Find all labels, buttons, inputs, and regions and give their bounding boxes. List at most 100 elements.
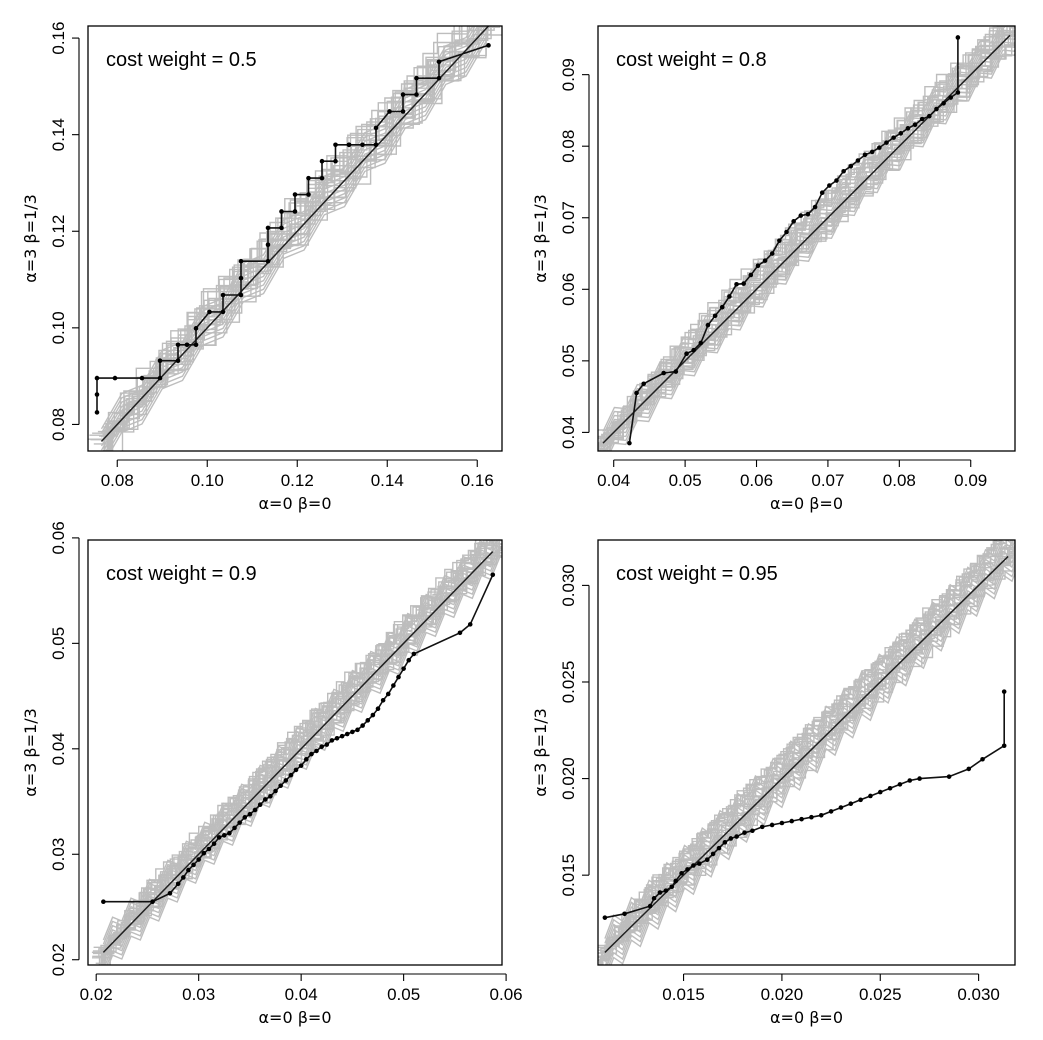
data-point: [370, 712, 376, 718]
envelope-zigzag: [100, 26, 474, 430]
data-point: [139, 375, 145, 381]
data-point: [319, 158, 325, 164]
y-tick-label: 0.10: [49, 311, 68, 344]
data-point: [862, 152, 868, 158]
data-point: [734, 834, 739, 839]
envelope-zigzag: [604, 540, 1015, 944]
envelope-zigzag: [102, 27, 487, 451]
data-point: [634, 390, 639, 396]
data-point: [101, 899, 106, 905]
x-tick-label: 0.030: [957, 985, 1000, 1004]
x-tick-label: 0.05: [387, 985, 420, 1004]
data-point: [955, 35, 961, 40]
panel-title: cost weight = 0.8: [616, 49, 767, 71]
y-axis: 0.04 0.05 0.06 0.07 0.08 0.09: [559, 58, 590, 449]
data-point: [411, 651, 417, 657]
data-point: [232, 825, 237, 831]
data-point: [789, 818, 795, 824]
data-point: [265, 225, 271, 231]
data-point: [175, 358, 181, 363]
data-point: [252, 807, 258, 813]
envelope-zigzag: [105, 32, 487, 451]
plot-frame: [597, 539, 1016, 966]
data-point: [651, 896, 657, 901]
data-point: [288, 772, 294, 778]
data-point: [303, 757, 309, 762]
y-tick-label: 0.06: [49, 521, 68, 554]
envelope-zigzag: [604, 552, 1015, 963]
data-point: [184, 342, 190, 348]
data-point: [193, 326, 199, 331]
y-tick-label: 0.05: [49, 627, 68, 660]
envelope-zigzag: [102, 540, 493, 941]
panel-title: cost weight = 0.5: [106, 49, 257, 71]
data-point: [657, 890, 663, 895]
envelope-zigzag: [110, 40, 487, 451]
data-point: [373, 142, 379, 148]
panel-title: cost weight = 0.95: [616, 563, 778, 585]
x-axis: 0.02 0.03 0.04 0.05 0.06: [80, 973, 523, 1004]
data-point: [838, 805, 844, 810]
x-axis-label: α=0 β=0: [258, 1008, 331, 1027]
data-point: [661, 370, 666, 376]
data-point: [344, 731, 350, 737]
data-point: [691, 863, 696, 868]
data-point: [238, 258, 244, 264]
data-point: [175, 342, 181, 348]
data-point: [94, 410, 100, 415]
data-point: [457, 630, 463, 636]
data-point: [669, 884, 675, 890]
y-tick-label: 0.16: [49, 22, 68, 55]
envelope-zigzag: [102, 542, 502, 965]
data-point: [769, 822, 775, 828]
data-point: [265, 258, 271, 264]
data-point: [279, 209, 284, 214]
data-point: [858, 797, 863, 803]
x-tick-label: 0.04: [285, 985, 318, 1004]
reference-line: [100, 26, 490, 442]
envelope-zigzag: [102, 540, 496, 949]
data-point: [698, 340, 704, 346]
envelope-zigzag: [609, 52, 1015, 451]
y-tick-label: 0.015: [559, 854, 578, 897]
envelope-zigzag: [602, 26, 1015, 440]
data-point: [719, 304, 725, 310]
data-point: [401, 666, 406, 671]
data-point: [150, 899, 155, 905]
data-point: [167, 890, 173, 896]
data-point: [734, 281, 739, 287]
data-point: [673, 369, 679, 374]
data-point: [400, 92, 406, 97]
plot-area: [88, 26, 502, 451]
envelope-zigzag: [107, 36, 487, 451]
data-point: [955, 90, 961, 95]
data-point: [207, 309, 212, 315]
data-point: [319, 175, 325, 181]
data-point: [759, 824, 765, 830]
data-point: [742, 830, 747, 835]
data-point: [201, 850, 207, 856]
data-point: [887, 785, 893, 791]
data-point: [907, 778, 913, 783]
panel-cost-weight-0-5: 0.08 0.10 0.12 0.14 0.16 0.08 0.10 0.12 0.14 0.16…: [21, 22, 503, 513]
envelope-zigzag: [604, 40, 1015, 451]
data-point: [905, 126, 911, 131]
plot-frame: [87, 539, 503, 966]
data-point: [186, 867, 191, 873]
data-point: [396, 674, 401, 680]
y-tick-label: 0.07: [559, 201, 578, 234]
y-axis-label: α=3 β=1/3: [531, 194, 550, 283]
data-point: [350, 729, 355, 735]
plot-frame: [87, 25, 503, 452]
data-point: [94, 392, 100, 397]
envelope-zigzag: [100, 26, 484, 447]
data-point: [891, 135, 896, 140]
y-axis-label: α=3 β=1/3: [21, 194, 40, 283]
x-axis: 0.015 0.020 0.025 0.030: [662, 973, 1000, 1004]
data-point: [868, 793, 873, 799]
y-axis: 0.02 0.03 0.04 0.05 0.06: [49, 521, 80, 976]
data-point: [414, 92, 419, 97]
x-tick-label: 0.03: [182, 985, 215, 1004]
envelope-lines: [88, 26, 502, 451]
x-tick-label: 0.16: [461, 471, 494, 490]
